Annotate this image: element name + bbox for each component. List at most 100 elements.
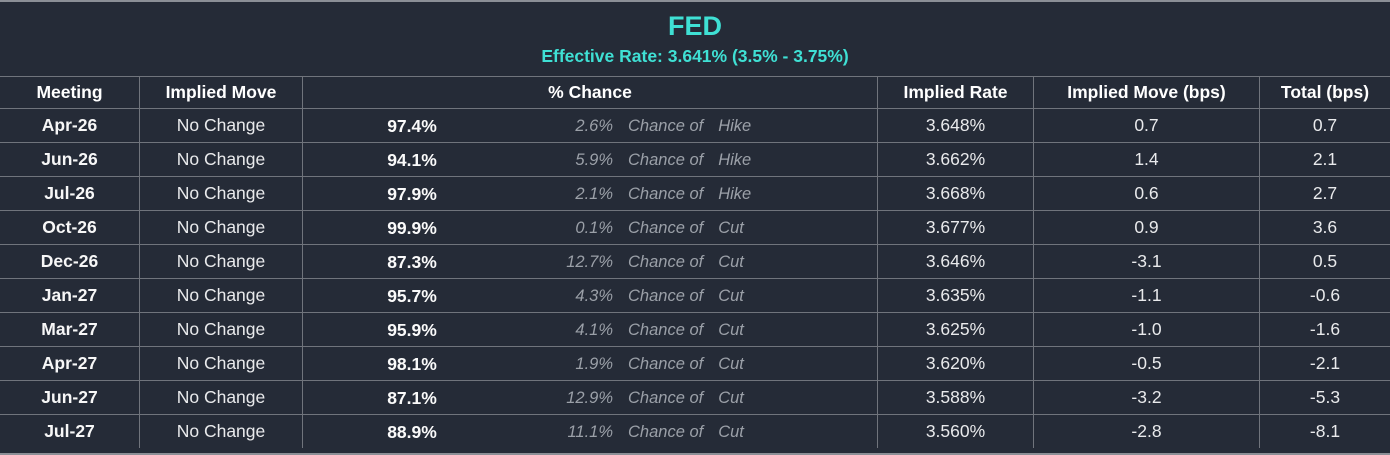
chance-direction: Cut xyxy=(718,320,744,339)
cell-implied-move: No Change xyxy=(139,313,302,346)
cell-implied-rate: 3.677% xyxy=(877,211,1033,244)
cell-total-bps: -1.6 xyxy=(1259,313,1390,346)
cell-meeting: Oct-26 xyxy=(42,217,97,237)
table-header-row: Meeting Implied Move % Chance Implied Ra… xyxy=(0,76,1390,108)
cell-meeting: Dec-26 xyxy=(40,251,99,271)
cell-meeting: Jun-26 xyxy=(41,149,98,169)
table-row: Mar-27 No Change 95.9% 4.1% Chance of Cu… xyxy=(0,312,1390,346)
cell-total-bps: -0.6 xyxy=(1259,279,1390,312)
cell-meeting: Jul-26 xyxy=(44,183,95,203)
cell-implied-move-bps: -0.5 xyxy=(1033,347,1259,380)
chance-main-pct: 95.9% xyxy=(387,319,437,340)
cell-implied-rate: 3.662% xyxy=(877,143,1033,176)
cell-meeting: Jul-27 xyxy=(44,421,95,441)
cell-implied-rate: 3.668% xyxy=(877,177,1033,210)
chance-alt-pct: 4.3% xyxy=(575,286,613,305)
cell-implied-move-bps: 1.4 xyxy=(1033,143,1259,176)
chance-main-pct: 99.9% xyxy=(387,217,437,238)
chance-of-label: Chance of xyxy=(628,354,704,373)
cell-implied-move: No Change xyxy=(139,177,302,210)
cell-implied-rate: 3.635% xyxy=(877,279,1033,312)
chance-of-label: Chance of xyxy=(628,252,704,271)
table-row: Jul-27 No Change 88.9% 11.1% Chance of C… xyxy=(0,414,1390,448)
cell-implied-move-bps: -1.1 xyxy=(1033,279,1259,312)
cell-total-bps: 3.6 xyxy=(1259,211,1390,244)
cell-implied-rate: 3.620% xyxy=(877,347,1033,380)
cell-implied-move-bps: 0.6 xyxy=(1033,177,1259,210)
cell-total-bps: 0.5 xyxy=(1259,245,1390,278)
chance-main-pct: 97.4% xyxy=(387,115,437,136)
chance-main-pct: 98.1% xyxy=(387,353,437,374)
table-row: Jul-26 No Change 97.9% 2.1% Chance of Hi… xyxy=(0,176,1390,210)
chance-direction: Hike xyxy=(718,150,752,169)
chance-alt-pct: 2.1% xyxy=(575,184,613,203)
cell-implied-move: No Change xyxy=(139,109,302,142)
chance-of-label: Chance of xyxy=(628,184,704,203)
table-row: Apr-27 No Change 98.1% 1.9% Chance of Cu… xyxy=(0,346,1390,380)
chance-of-label: Chance of xyxy=(628,116,704,135)
col-header-implied-rate: Implied Rate xyxy=(877,77,1033,108)
cell-implied-move-bps: -3.1 xyxy=(1033,245,1259,278)
cell-pct-chance: 97.9% 2.1% Chance of Hike xyxy=(302,177,877,210)
chance-alt-pct: 11.1% xyxy=(567,422,613,441)
cell-implied-move: No Change xyxy=(139,211,302,244)
cell-pct-chance: 88.9% 11.1% Chance of Cut xyxy=(302,415,877,448)
table-row: Jun-27 No Change 87.1% 12.9% Chance of C… xyxy=(0,380,1390,414)
cell-pct-chance: 87.3% 12.7% Chance of Cut xyxy=(302,245,877,278)
chance-direction: Cut xyxy=(718,388,744,407)
chance-direction: Hike xyxy=(718,184,752,203)
cell-total-bps: 2.1 xyxy=(1259,143,1390,176)
cell-pct-chance: 97.4% 2.6% Chance of Hike xyxy=(302,109,877,142)
chance-direction: Hike xyxy=(718,116,752,135)
chance-direction: Cut xyxy=(718,252,744,271)
chance-direction: Cut xyxy=(718,218,744,237)
chance-direction: Cut xyxy=(718,354,744,373)
chance-of-label: Chance of xyxy=(628,388,704,407)
chance-direction: Cut xyxy=(718,286,744,305)
cell-total-bps: 0.7 xyxy=(1259,109,1390,142)
cell-implied-move: No Change xyxy=(139,415,302,448)
cell-meeting: Apr-27 xyxy=(41,353,98,373)
cell-implied-rate: 3.648% xyxy=(877,109,1033,142)
col-header-pct-chance: % Chance xyxy=(302,77,877,108)
cell-implied-move: No Change xyxy=(139,279,302,312)
cell-implied-move-bps: -2.8 xyxy=(1033,415,1259,448)
cell-implied-move-bps: 0.9 xyxy=(1033,211,1259,244)
table-row: Oct-26 No Change 99.9% 0.1% Chance of Cu… xyxy=(0,210,1390,244)
col-header-total-bps: Total (bps) xyxy=(1259,77,1390,108)
table-row: Dec-26 No Change 87.3% 12.7% Chance of C… xyxy=(0,244,1390,278)
chance-alt-pct: 5.9% xyxy=(575,150,613,169)
cell-implied-rate: 3.560% xyxy=(877,415,1033,448)
cell-meeting: Mar-27 xyxy=(41,319,98,339)
col-header-implied-move-bps: Implied Move (bps) xyxy=(1033,77,1259,108)
cell-pct-chance: 87.1% 12.9% Chance of Cut xyxy=(302,381,877,414)
cell-total-bps: 2.7 xyxy=(1259,177,1390,210)
cell-implied-move-bps: -3.2 xyxy=(1033,381,1259,414)
cell-implied-move: No Change xyxy=(139,245,302,278)
cell-implied-move-bps: -1.0 xyxy=(1033,313,1259,346)
chance-main-pct: 97.9% xyxy=(387,183,437,204)
cell-implied-rate: 3.646% xyxy=(877,245,1033,278)
table-row: Apr-26 No Change 97.4% 2.6% Chance of Hi… xyxy=(0,108,1390,142)
cell-total-bps: -8.1 xyxy=(1259,415,1390,448)
cell-meeting: Jun-27 xyxy=(41,387,98,407)
cell-implied-move: No Change xyxy=(139,143,302,176)
chance-alt-pct: 1.9% xyxy=(575,354,613,373)
chance-alt-pct: 0.1% xyxy=(575,218,613,237)
chance-main-pct: 87.1% xyxy=(387,387,437,408)
chance-direction: Cut xyxy=(718,422,744,441)
col-header-meeting: Meeting xyxy=(36,82,103,102)
cell-implied-move-bps: 0.7 xyxy=(1033,109,1259,142)
cell-meeting: Jan-27 xyxy=(41,285,98,305)
chance-main-pct: 94.1% xyxy=(387,149,437,170)
cell-total-bps: -5.3 xyxy=(1259,381,1390,414)
page-title: FED xyxy=(668,11,722,41)
chance-of-label: Chance of xyxy=(628,286,704,305)
effective-rate-subtitle: Effective Rate: 3.641% (3.5% - 3.75%) xyxy=(541,46,849,66)
chance-of-label: Chance of xyxy=(628,150,704,169)
cell-implied-move: No Change xyxy=(139,347,302,380)
cell-pct-chance: 94.1% 5.9% Chance of Hike xyxy=(302,143,877,176)
cell-implied-rate: 3.588% xyxy=(877,381,1033,414)
chance-of-label: Chance of xyxy=(628,218,704,237)
